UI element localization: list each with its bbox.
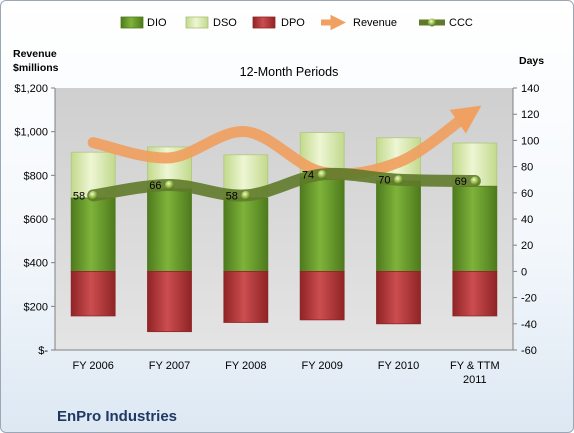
right-axis-tick-label: 140 bbox=[521, 83, 539, 95]
left-axis-tick-label: $1,000 bbox=[14, 127, 48, 139]
x-axis-tick-label: FY 2006 bbox=[72, 360, 113, 372]
bar-dio bbox=[376, 180, 421, 272]
ccc-point bbox=[470, 176, 480, 186]
right-axis-tick-label: -60 bbox=[521, 345, 537, 357]
ccc-data-label: 66 bbox=[149, 180, 161, 192]
legend-label-dpo: DPO bbox=[281, 17, 305, 29]
x-axis-tick-label: FY 2008 bbox=[225, 360, 266, 372]
right-axis-tick-label: -20 bbox=[521, 293, 537, 305]
ccc-data-label: 58 bbox=[226, 190, 238, 202]
bar-dpo bbox=[376, 270, 421, 325]
left-axis-tick-label: $200 bbox=[24, 301, 48, 313]
left-axis-tick-label: $800 bbox=[24, 170, 48, 182]
legend-label-ccc: CCC bbox=[449, 17, 473, 29]
bar-dio bbox=[70, 197, 116, 272]
left-axis-tick-label: $1,200 bbox=[14, 83, 48, 95]
legend-label-dso: DSO bbox=[213, 17, 237, 29]
x-axis-tick-label: FY & TTM 2011 bbox=[450, 360, 500, 386]
right-axis-tick-label: 80 bbox=[521, 162, 533, 174]
ccc-data-label: 70 bbox=[378, 175, 390, 187]
legend-label-dio: DIO bbox=[147, 17, 167, 29]
bar-dio bbox=[299, 176, 345, 272]
chart-subtitle: 12-Month Periods bbox=[240, 65, 339, 79]
bar-dpo bbox=[452, 270, 498, 317]
left-axis-tick-label: $600 bbox=[24, 214, 48, 226]
right-axis-tick-label: -40 bbox=[521, 319, 537, 331]
ccc-point bbox=[317, 169, 327, 179]
x-axis-tick-label: FY 2010 bbox=[378, 360, 419, 372]
legend-swatch-dso bbox=[185, 16, 209, 29]
bar-dpo bbox=[223, 270, 269, 323]
bar-dio bbox=[452, 185, 498, 272]
legend-label-revenue: Revenue bbox=[353, 17, 397, 29]
bar-dpo bbox=[299, 270, 345, 321]
bar-dpo bbox=[147, 270, 192, 333]
ccc-data-label: 69 bbox=[455, 176, 467, 188]
right-axis-tick-label: 40 bbox=[521, 214, 533, 226]
left-axis-tick-label: $- bbox=[38, 345, 48, 357]
revenue-line bbox=[87, 105, 482, 180]
right-axis-title: Days bbox=[519, 55, 544, 67]
bar-dpo bbox=[70, 270, 116, 317]
bar-dio bbox=[223, 197, 269, 272]
ccc-point bbox=[241, 190, 251, 200]
right-axis-tick-label: 120 bbox=[521, 109, 539, 121]
right-axis-tick-label: 100 bbox=[521, 135, 539, 147]
company-name: EnPro Industries bbox=[57, 408, 177, 425]
x-axis-tick-label: FY 2009 bbox=[301, 360, 342, 372]
ccc-point bbox=[88, 190, 98, 200]
chart-legend: DIO DSO DPO Revenue CCC bbox=[120, 14, 473, 31]
left-axis-title-line2: $millions bbox=[13, 62, 59, 74]
ccc-line bbox=[87, 167, 481, 202]
x-axis-tick-label: FY 2007 bbox=[149, 360, 190, 372]
right-axis-tick-label: 0 bbox=[521, 266, 527, 278]
right-axis-tick-label: 20 bbox=[521, 240, 533, 252]
bar-dio bbox=[147, 188, 192, 272]
ccc-point bbox=[394, 175, 403, 185]
left-axis-title-line1: Revenue bbox=[13, 48, 57, 60]
ccc-data-label: 74 bbox=[302, 169, 314, 181]
legend-marker-ccc bbox=[428, 18, 436, 27]
right-axis-tick-label: 60 bbox=[521, 188, 533, 200]
legend-swatch-dio bbox=[120, 16, 144, 29]
left-axis-tick-label: $400 bbox=[24, 258, 48, 270]
legend-swatch-dpo bbox=[252, 16, 276, 29]
plot-area bbox=[55, 88, 513, 350]
ccc-point bbox=[165, 180, 174, 190]
ccc-data-label: 58 bbox=[73, 190, 85, 202]
